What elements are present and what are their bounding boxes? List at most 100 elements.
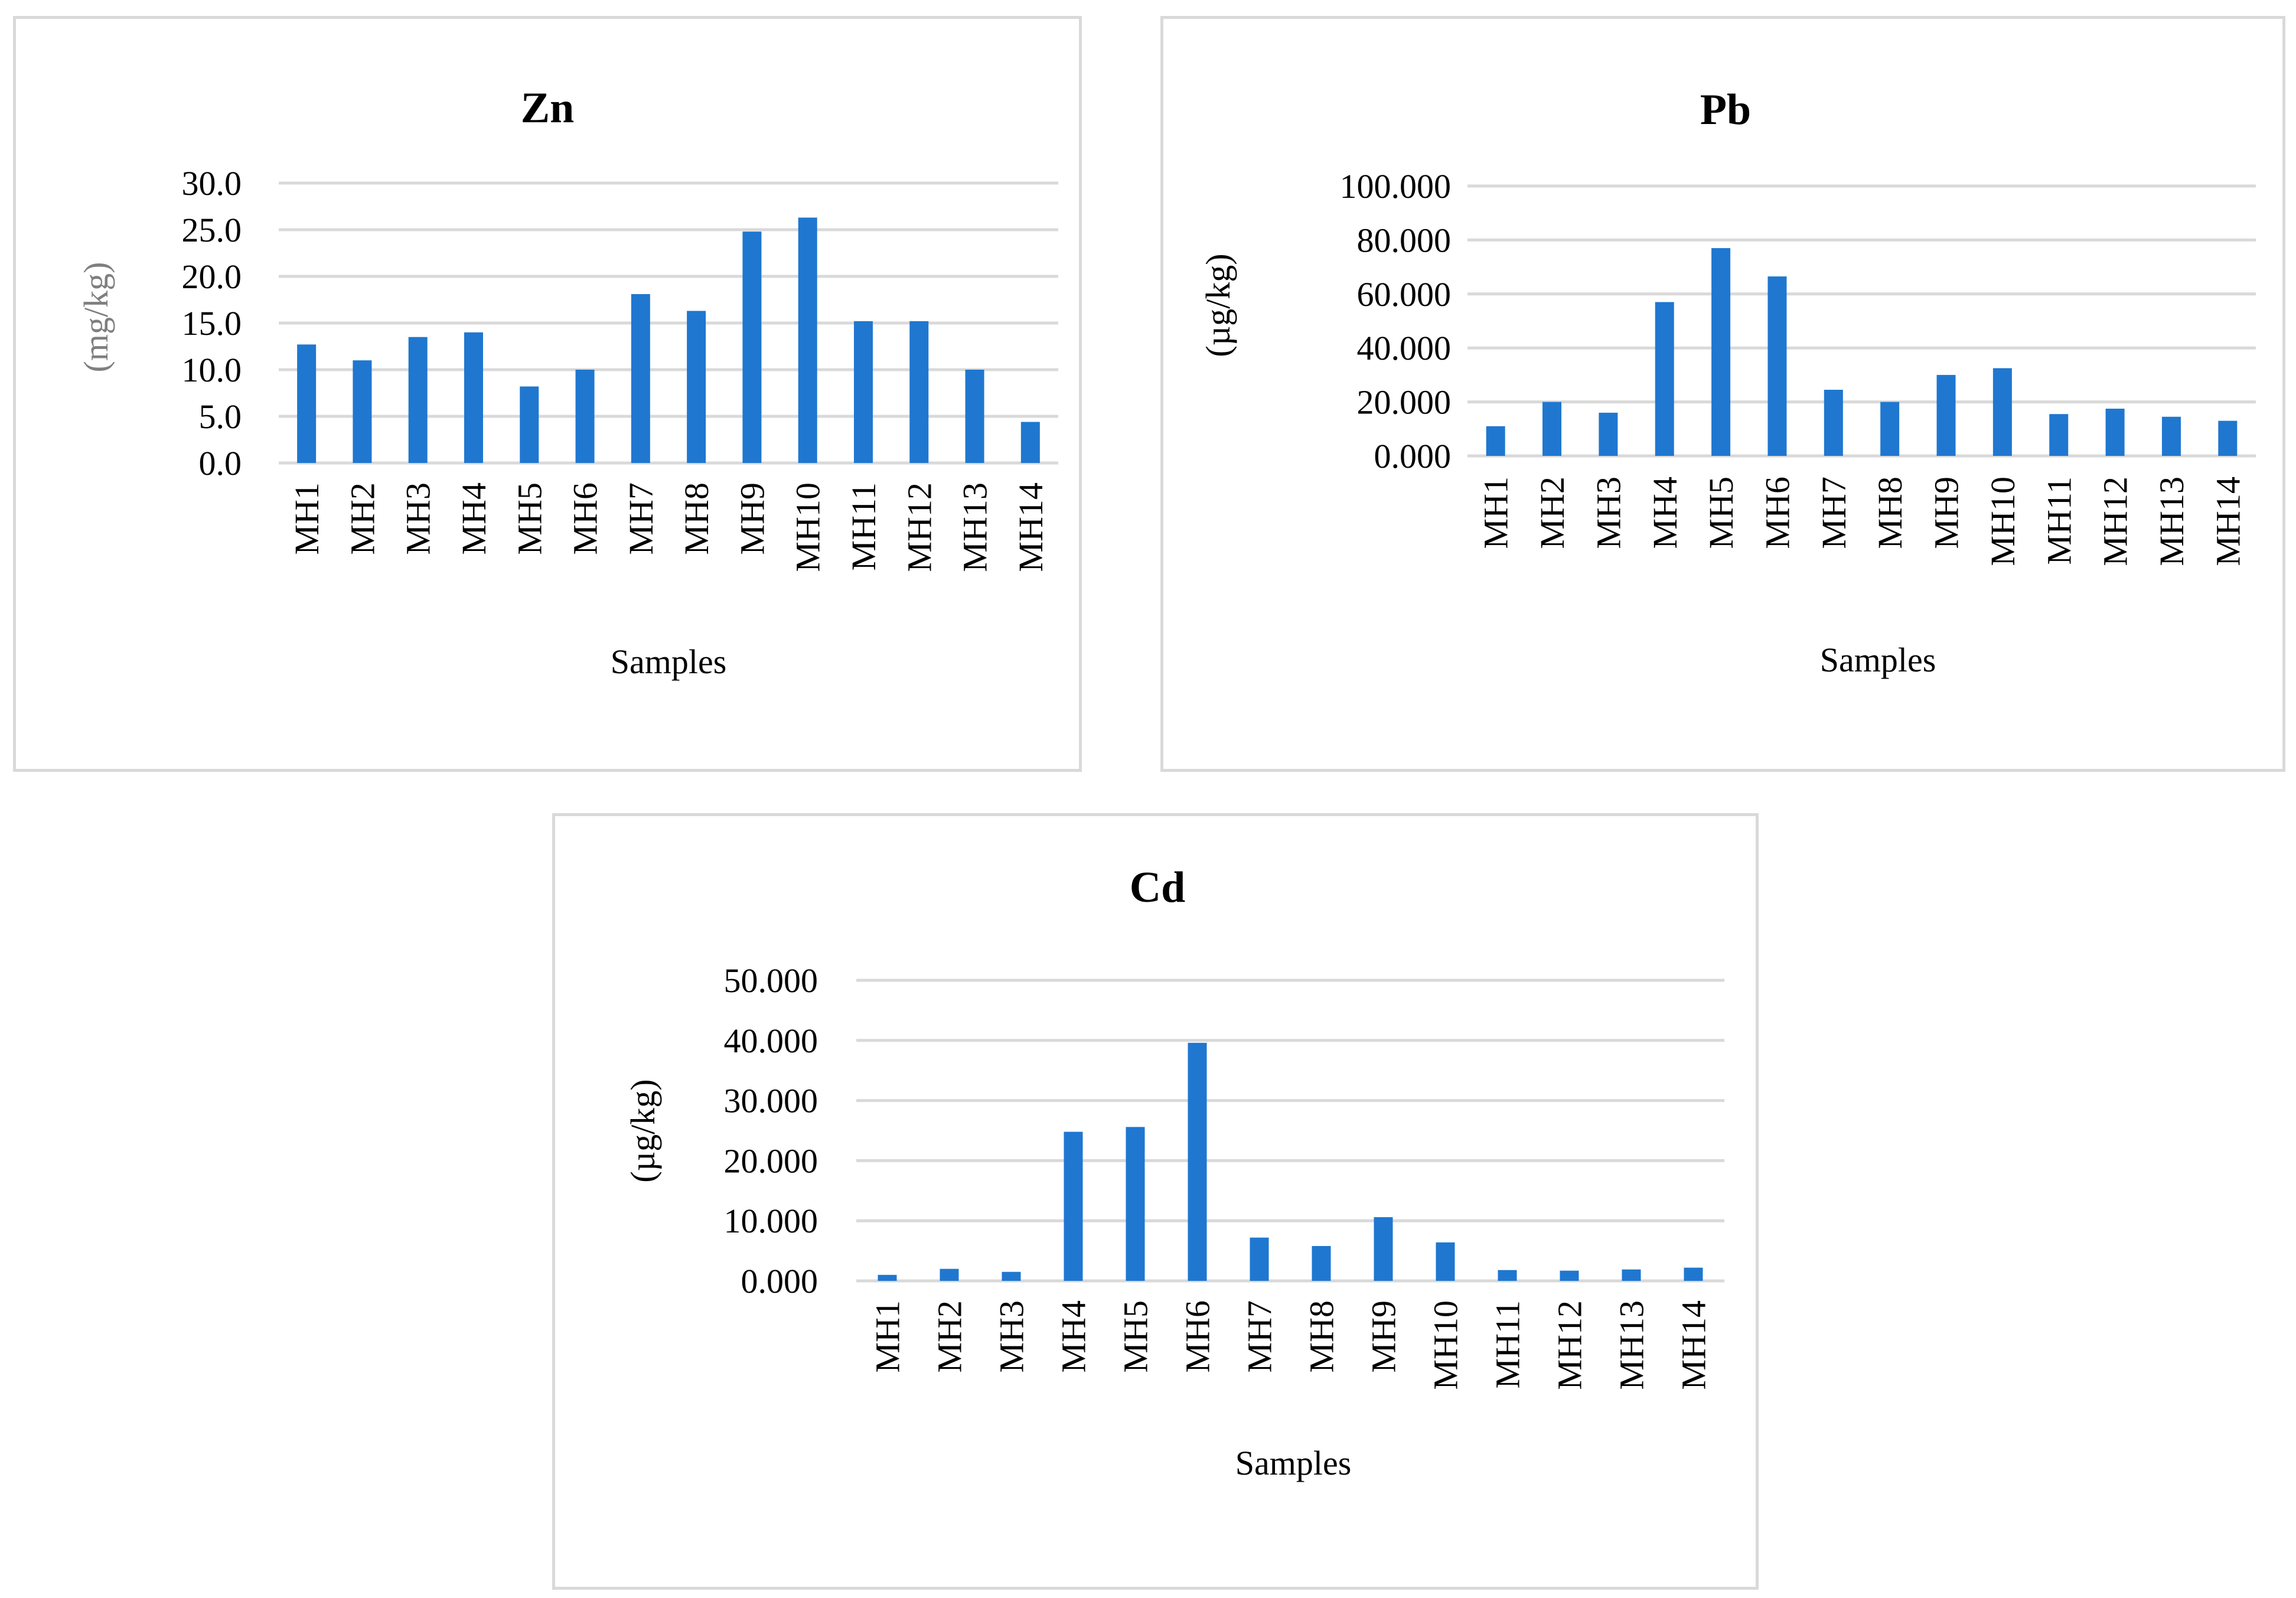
pb-bar-mh8 xyxy=(1880,402,1900,456)
pb-x-tick-label: MH2 xyxy=(1533,477,1571,549)
zn-x-tick-label: MH13 xyxy=(956,482,994,572)
zn-bar-mh5 xyxy=(520,386,539,463)
pb-x-tick-label: MH8 xyxy=(1871,477,1909,549)
pb-y-tick-label: 0.000 xyxy=(1374,437,1452,475)
zn-y-tick-label: 0.0 xyxy=(199,444,242,482)
zn-x-tick-label: MH2 xyxy=(343,482,381,555)
zn-bar-mh11 xyxy=(854,321,873,463)
zn-x-tick-label: MH4 xyxy=(455,482,493,555)
pb-x-tick-label: MH1 xyxy=(1477,477,1515,549)
zn-x-tick-label: MH11 xyxy=(844,482,883,570)
pb-y-tick-label: 40.000 xyxy=(1357,329,1452,367)
pb-y-axis-label: (µg/kg) xyxy=(1199,253,1237,357)
cd-y-tick-label: 20.000 xyxy=(724,1142,818,1180)
zn-y-tick-label: 5.0 xyxy=(199,397,242,436)
zn-x-tick-label: MH1 xyxy=(288,482,326,555)
cd-bar-mh1 xyxy=(878,1274,897,1281)
pb-bar-mh14 xyxy=(2218,420,2238,456)
pb-x-tick-label: MH14 xyxy=(2209,477,2247,566)
pb-y-tick-label: 20.000 xyxy=(1357,383,1452,422)
pb-bar-mh13 xyxy=(2161,416,2181,456)
cd-bar-mh7 xyxy=(1250,1237,1269,1281)
zn-x-tick-label: MH5 xyxy=(510,482,549,555)
zn-bar-mh7 xyxy=(631,294,650,463)
cd-x-tick-label: MH8 xyxy=(1303,1300,1341,1372)
pb-chart: 0.000 20.000 40.000 60.000 80.000 100.000 MH1 M… xyxy=(1199,86,2256,679)
zn-bar-mh14 xyxy=(1020,422,1040,463)
zn-x-tick-label: MH6 xyxy=(566,482,605,555)
zn-x-tick-label: MH10 xyxy=(789,482,827,572)
cd-y-tick-label: 0.000 xyxy=(741,1262,818,1300)
pb-x-tick-label: MH13 xyxy=(2152,477,2191,566)
zn-bar-mh8 xyxy=(687,311,706,463)
zn-y-tick-label: 20.0 xyxy=(182,257,242,296)
cd-x-tick-label: MH14 xyxy=(1675,1300,1713,1390)
zn-x-tick-label: MH14 xyxy=(1012,482,1050,572)
pb-x-tick-label: MH7 xyxy=(1815,477,1853,549)
pb-bar-mh1 xyxy=(1486,426,1505,456)
zn-y-tick-label: 25.0 xyxy=(182,211,242,249)
pb-bar-mh12 xyxy=(2105,409,2125,456)
cd-x-tick-label: MH1 xyxy=(869,1300,907,1372)
pb-x-tick-label: MH3 xyxy=(1589,477,1628,549)
zn-bar-mh3 xyxy=(408,337,428,463)
pb-x-tick-label: MH10 xyxy=(1984,477,2022,566)
cd-bar-mh4 xyxy=(1064,1131,1083,1281)
cd-chart-title: Cd xyxy=(1130,863,1186,912)
cd-bar-mh6 xyxy=(1188,1042,1207,1281)
cd-chart-panel: 0.000 10.000 20.000 30.000 40.000 50.000 MH1 MH… xyxy=(552,813,1759,1590)
zn-y-tick-label: 10.0 xyxy=(182,351,242,389)
zn-bar-mh4 xyxy=(464,332,483,463)
cd-y-tick-label: 40.000 xyxy=(724,1022,818,1060)
cd-x-tick-label: MH3 xyxy=(993,1300,1031,1372)
pb-x-tick-label: MH11 xyxy=(2040,477,2078,565)
zn-chart-panel: 0.0 5.0 10.0 15.0 20.0 25.0 30.0 MH1 MH2 MH3 MH4 MH… xyxy=(13,16,1082,772)
zn-x-tick-label: MH3 xyxy=(399,482,438,555)
zn-y-tick-label: 30.0 xyxy=(182,164,242,203)
cd-x-tick-label: MH2 xyxy=(931,1300,969,1372)
pb-y-tick-label: 100.000 xyxy=(1340,167,1452,206)
cd-x-tick-label: MH4 xyxy=(1055,1300,1093,1372)
cd-bar-mh5 xyxy=(1126,1127,1145,1281)
pb-bar-mh11 xyxy=(2049,414,2069,456)
zn-x-tick-label: MH9 xyxy=(733,482,771,555)
zn-bar-mh13 xyxy=(965,370,984,463)
zn-x-axis-label: Samples xyxy=(611,643,727,681)
zn-x-tick-label: MH8 xyxy=(677,482,716,555)
pb-x-tick-label: MH12 xyxy=(2096,477,2135,566)
pb-x-axis-label: Samples xyxy=(1820,641,1936,679)
zn-bar-mh12 xyxy=(909,321,929,463)
zn-x-tick-label: MH12 xyxy=(900,482,938,572)
zn-bar-mh9 xyxy=(742,231,762,463)
cd-y-tick-label: 10.000 xyxy=(724,1202,818,1240)
pb-bar-mh3 xyxy=(1599,412,1618,456)
pb-y-tick-label: 80.000 xyxy=(1357,221,1452,259)
cd-bar-mh3 xyxy=(1002,1271,1021,1281)
cd-x-tick-label: MH12 xyxy=(1551,1300,1589,1390)
pb-chart-title: Pb xyxy=(1700,86,1751,134)
pb-x-tick-label: MH5 xyxy=(1702,477,1740,549)
cd-bar-mh12 xyxy=(1560,1270,1579,1281)
cd-bar-mh8 xyxy=(1312,1245,1331,1281)
cd-x-axis-label: Samples xyxy=(1235,1444,1352,1482)
cd-bar-mh13 xyxy=(1622,1269,1641,1281)
zn-y-axis-label: (mg/kg) xyxy=(77,262,115,373)
cd-x-tick-label: MH7 xyxy=(1241,1300,1279,1372)
cd-y-tick-label: 30.000 xyxy=(724,1082,818,1120)
zn-bar-mh1 xyxy=(297,344,317,463)
cd-bar-mh2 xyxy=(940,1268,959,1281)
pb-bar-mh9 xyxy=(1936,374,1956,456)
pb-x-tick-label: MH9 xyxy=(1928,477,1966,549)
pb-bar-mh6 xyxy=(1767,276,1787,456)
pb-x-tick-label: MH6 xyxy=(1758,477,1796,549)
pb-bar-mh10 xyxy=(1992,368,2012,456)
cd-bar-mh11 xyxy=(1498,1270,1517,1281)
cd-x-tick-label: MH5 xyxy=(1117,1300,1155,1372)
cd-bar-mh9 xyxy=(1374,1217,1393,1281)
cd-x-tick-label: MH9 xyxy=(1365,1300,1403,1372)
cd-y-axis-label: (µg/kg) xyxy=(624,1079,662,1182)
cd-bar-mh14 xyxy=(1684,1267,1703,1281)
cd-x-tick-label: MH6 xyxy=(1179,1300,1217,1372)
cd-x-tick-label: MH13 xyxy=(1613,1300,1651,1390)
pb-bar-mh5 xyxy=(1711,248,1731,456)
